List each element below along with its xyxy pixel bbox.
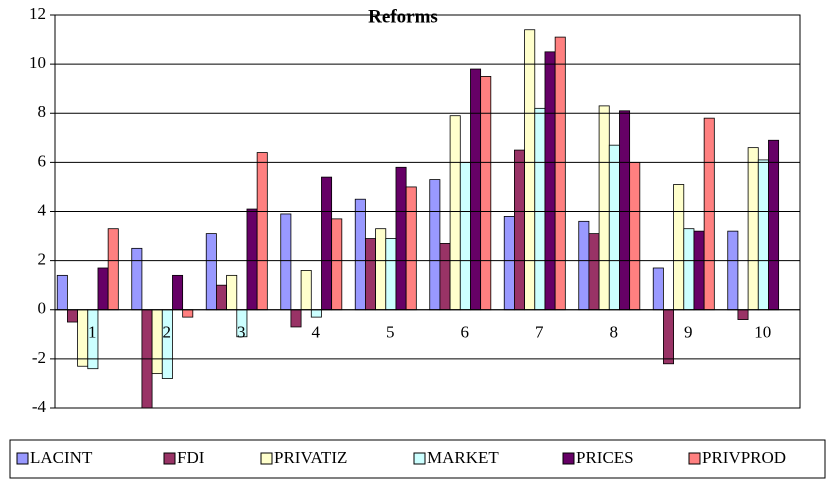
- bar: [768, 139, 780, 311]
- bar: [503, 216, 515, 311]
- x-tick-label: 3: [237, 323, 246, 342]
- bar: [56, 274, 68, 311]
- bar: [216, 284, 227, 311]
- y-tick-label: -4: [32, 397, 47, 416]
- legend-label: PRICES: [576, 448, 634, 467]
- legend-label: PRIVATIZ: [274, 448, 347, 467]
- legend-label: LACINT: [30, 448, 93, 467]
- bar: [280, 213, 292, 311]
- bar: [524, 29, 536, 311]
- bar: [97, 267, 109, 311]
- bar: [629, 161, 641, 311]
- legend-swatch: [562, 452, 575, 465]
- bar: [534, 107, 546, 311]
- y-tick-label: 0: [38, 299, 47, 318]
- y-tick-label: 2: [38, 250, 47, 269]
- y-tick-label: 4: [38, 200, 47, 219]
- bar: [727, 230, 739, 311]
- bar: [182, 309, 194, 318]
- y-tick-label: 12: [29, 4, 46, 23]
- bar: [514, 149, 525, 311]
- bar: [395, 166, 407, 311]
- x-tick-label: 9: [684, 323, 693, 342]
- y-tick-label: -2: [32, 348, 46, 367]
- bar: [619, 110, 631, 311]
- x-tick-label: 1: [88, 323, 97, 342]
- x-tick-label: 7: [535, 323, 544, 342]
- chart-title: Reforms: [368, 6, 438, 27]
- bar: [588, 233, 600, 311]
- bar: [161, 309, 173, 379]
- bar: [67, 309, 78, 323]
- bar: [459, 161, 471, 311]
- bar: [77, 309, 89, 367]
- bar: [354, 198, 366, 311]
- bar: [757, 159, 769, 311]
- x-tick-label: 6: [461, 323, 470, 342]
- x-tick-label: 2: [163, 323, 172, 342]
- x-tick-label: 8: [610, 323, 619, 342]
- bar: [703, 117, 715, 311]
- bar: [321, 176, 333, 311]
- legend-swatch: [413, 452, 426, 465]
- legend-label: FDI: [177, 448, 205, 467]
- bar: [663, 309, 674, 365]
- bar: [151, 309, 163, 375]
- bar: [375, 228, 387, 311]
- bar: [141, 309, 153, 408]
- y-tick-label: 6: [38, 151, 47, 170]
- bar: [385, 238, 397, 311]
- bar: [131, 247, 143, 311]
- bar: [300, 270, 312, 311]
- bar: [673, 184, 685, 311]
- bar: [405, 186, 417, 311]
- bars: [56, 29, 780, 408]
- legend-swatch: [688, 452, 701, 465]
- bar: [608, 144, 620, 311]
- bar: [598, 105, 610, 311]
- bar: [747, 147, 759, 311]
- legend-label: MARKET: [427, 448, 499, 467]
- bar: [256, 152, 268, 311]
- y-tick-label: 8: [38, 102, 47, 121]
- x-tick-label: 5: [386, 323, 395, 342]
- bar: [290, 309, 302, 328]
- bar: [172, 274, 184, 311]
- legend-swatch: [163, 452, 176, 465]
- y-tick-label: 10: [29, 53, 46, 72]
- bar: [331, 218, 343, 311]
- bar: [652, 267, 664, 311]
- legend-swatch: [260, 452, 273, 465]
- bar: [554, 36, 566, 311]
- bar: [205, 233, 217, 311]
- bar: [107, 228, 119, 311]
- bar: [737, 309, 749, 320]
- bar: [449, 115, 461, 311]
- bar: [470, 68, 482, 311]
- bar: [226, 274, 238, 311]
- x-tick-label: 4: [312, 323, 321, 342]
- bar: [365, 238, 376, 311]
- bar: [439, 243, 451, 311]
- bar: [578, 220, 590, 311]
- legend-swatch: [16, 452, 29, 465]
- bar: [246, 208, 258, 311]
- bar: [429, 179, 441, 311]
- x-tick-label: 10: [754, 323, 771, 342]
- legend-label: PRIVPROD: [702, 448, 786, 467]
- bar: [693, 230, 705, 311]
- bar: [683, 228, 695, 311]
- bar: [310, 309, 322, 318]
- bar: [480, 76, 492, 311]
- bar: [544, 51, 556, 311]
